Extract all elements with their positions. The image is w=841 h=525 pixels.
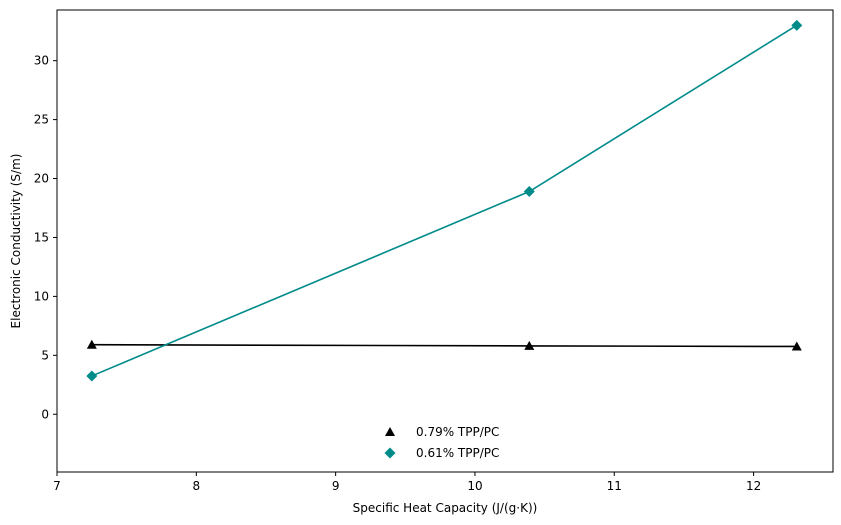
data-point-series-1 <box>524 340 535 350</box>
legend-marker-2 <box>384 447 396 459</box>
x-tick-label: 11 <box>607 479 622 493</box>
x-tick-label: 9 <box>332 479 340 493</box>
data-point-series-2 <box>86 370 98 382</box>
y-axis-ticks: 0 5 10 15 20 25 30 <box>34 54 57 421</box>
plot-area <box>56 9 834 473</box>
x-tick-label: 7 <box>53 479 61 493</box>
y-tick-label: 25 <box>34 113 49 127</box>
y-axis-title: Electronic Conductivity (S/m) <box>9 154 23 329</box>
data-point-series-1 <box>86 339 97 349</box>
data-point-series-1 <box>791 341 802 351</box>
x-tick-label: 10 <box>467 479 482 493</box>
x-axis-title: Specific Heat Capacity (J/(g·K)) <box>353 501 538 515</box>
y-tick-label: 30 <box>34 54 49 68</box>
data-point-series-2 <box>523 186 535 197</box>
y-tick-label: 10 <box>34 289 49 303</box>
x-tick-label: 12 <box>746 479 761 493</box>
y-tick-label: 20 <box>34 172 49 186</box>
legend-label-2: 0.61% TPP/PC <box>416 446 499 460</box>
legend-label-1: 0.79% TPP/PC <box>416 425 499 439</box>
x-axis-ticks: 7 8 9 10 11 12 <box>53 472 761 493</box>
series-layer <box>86 19 803 382</box>
legend: 0.79% TPP/PC 0.61% TPP/PC <box>384 425 499 460</box>
legend-marker-1 <box>385 427 395 436</box>
data-point-series-2 <box>791 19 803 31</box>
y-tick-label: 5 <box>41 348 49 362</box>
y-tick-label: 15 <box>34 230 49 244</box>
y-tick-label: 0 <box>41 407 49 421</box>
x-tick-label: 8 <box>192 479 200 493</box>
